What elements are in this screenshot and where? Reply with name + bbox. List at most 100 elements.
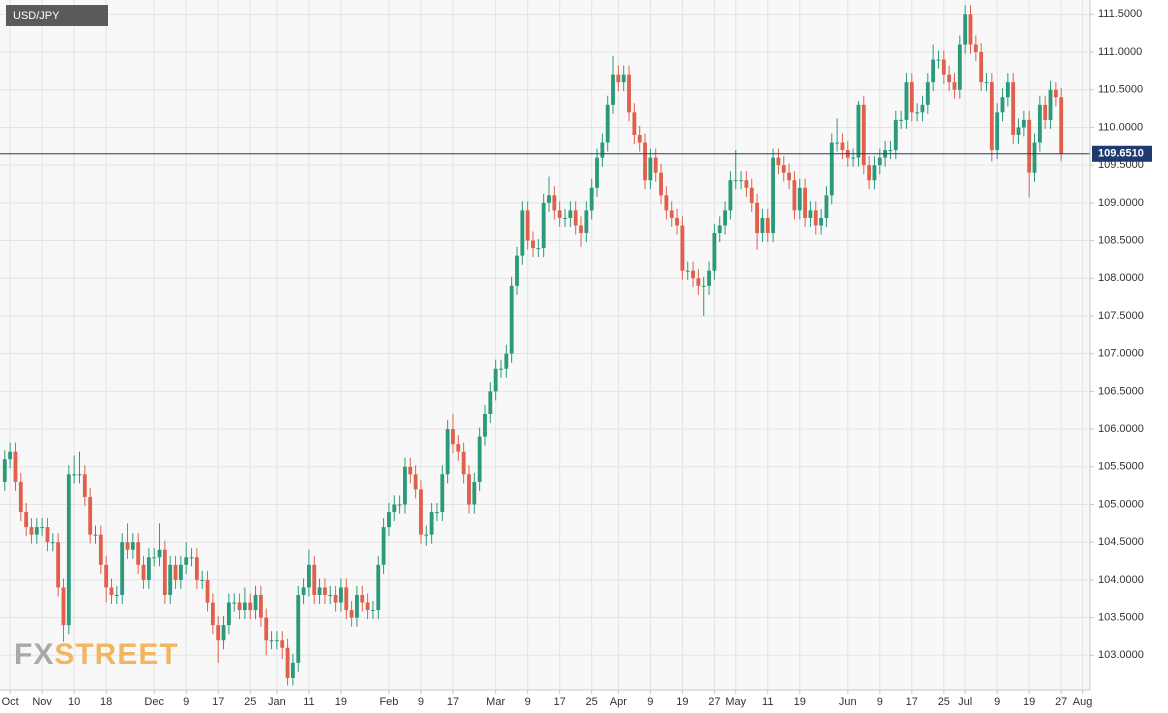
candle-body [18, 481, 23, 513]
candle-body [2, 459, 7, 482]
candle-body [915, 112, 920, 114]
candle-body [557, 210, 562, 218]
y-tick-label: 104.5000 [1098, 536, 1144, 548]
candle-body [248, 602, 253, 611]
candle-body [792, 180, 797, 211]
candle-body [872, 165, 877, 181]
y-tick-label: 108.0000 [1098, 272, 1144, 284]
candle-body [931, 59, 936, 83]
watermark: FXSTREET [14, 638, 179, 671]
candle-body [541, 202, 546, 249]
candle-body [45, 527, 50, 543]
candle-body [344, 587, 349, 611]
candle-body [611, 74, 615, 105]
candle-body [1032, 142, 1037, 173]
candle-body [547, 195, 551, 203]
candle-body [1048, 89, 1053, 120]
candle-body [114, 594, 119, 596]
y-tick-label: 103.5000 [1098, 612, 1144, 624]
candle-body [226, 602, 231, 626]
x-tick-label: 17 [212, 696, 224, 708]
candle-body [648, 157, 653, 181]
y-tick-label: 107.5000 [1098, 310, 1144, 322]
candle-body [301, 587, 306, 595]
x-tick-label: Apr [610, 696, 627, 708]
candle-body [904, 82, 909, 120]
candle-body [664, 195, 669, 211]
x-tick-label: Dec [144, 696, 164, 708]
candle-body [600, 142, 605, 158]
y-tick-label: 105.0000 [1098, 498, 1144, 510]
x-tick-label: 11 [303, 696, 314, 708]
candle-body [573, 210, 578, 226]
x-tick-label: 25 [938, 696, 950, 708]
candle-body [1043, 104, 1048, 120]
watermark-street: STREET [54, 638, 178, 671]
y-tick-label: 111.0000 [1098, 46, 1142, 58]
y-tick-label: 106.5000 [1098, 385, 1144, 397]
candle-body [440, 474, 445, 513]
candle-body [835, 142, 840, 144]
candle-body [339, 587, 343, 603]
candle-body [787, 172, 792, 181]
candle-body [451, 429, 455, 445]
candle-body [531, 240, 535, 249]
candle-body [568, 210, 573, 218]
y-tick-label: 109.0000 [1098, 197, 1144, 209]
x-tick-label: 18 [100, 696, 112, 708]
candle-body [355, 594, 359, 618]
candle-body [98, 534, 103, 565]
candle-body [24, 512, 29, 528]
candle-body [253, 594, 258, 611]
current-price-label: 109.6510 [1098, 148, 1144, 160]
candle-body [445, 429, 450, 475]
candle-body [1021, 119, 1026, 128]
candle-body [952, 82, 957, 90]
candle-body [520, 210, 525, 256]
candle-body [136, 542, 141, 565]
candle-body [813, 210, 818, 226]
candle-body [808, 210, 813, 218]
candle-body [685, 270, 690, 272]
x-tick-label: 27 [1055, 696, 1067, 708]
x-tick-label: 9 [183, 696, 189, 708]
candle-body [8, 451, 13, 460]
x-tick-label: 9 [418, 696, 424, 708]
candle-body [499, 368, 503, 370]
candle-body [189, 557, 194, 559]
candle-body [274, 640, 279, 642]
candle-body [632, 112, 637, 135]
candle-body [333, 594, 338, 603]
candle-body [184, 557, 189, 565]
y-tick-label: 110.5000 [1098, 84, 1143, 96]
candle-body [637, 134, 642, 143]
candle-body [1037, 104, 1042, 143]
candle-body [168, 564, 173, 595]
candle-body [264, 617, 269, 641]
candles [2, 5, 1064, 686]
candle-body [888, 150, 893, 152]
y-tick-label: 109.5000 [1098, 159, 1144, 171]
candle-body [435, 512, 439, 514]
y-tick-label: 107.0000 [1098, 348, 1144, 360]
candle-body [899, 119, 904, 121]
candle-body [477, 436, 482, 482]
x-tick-label: 11 [762, 696, 773, 708]
symbol-box [6, 5, 108, 26]
candle-body [413, 474, 418, 490]
candle-body [616, 74, 621, 83]
x-tick-label: May [725, 696, 746, 708]
candle-body [387, 512, 391, 528]
candle-body [29, 527, 34, 535]
candle-body [419, 489, 423, 535]
x-tick-label: 19 [676, 696, 688, 708]
candle-body [995, 112, 1000, 151]
x-tick-label: 9 [525, 696, 531, 708]
candle-body [205, 579, 210, 603]
candle-body [739, 180, 743, 182]
candle-body [728, 180, 733, 211]
x-tick-label: Mar [486, 696, 505, 708]
x-tick-label: 9 [647, 696, 653, 708]
x-tick-label: Jul [958, 696, 972, 708]
candle-body [376, 564, 381, 611]
